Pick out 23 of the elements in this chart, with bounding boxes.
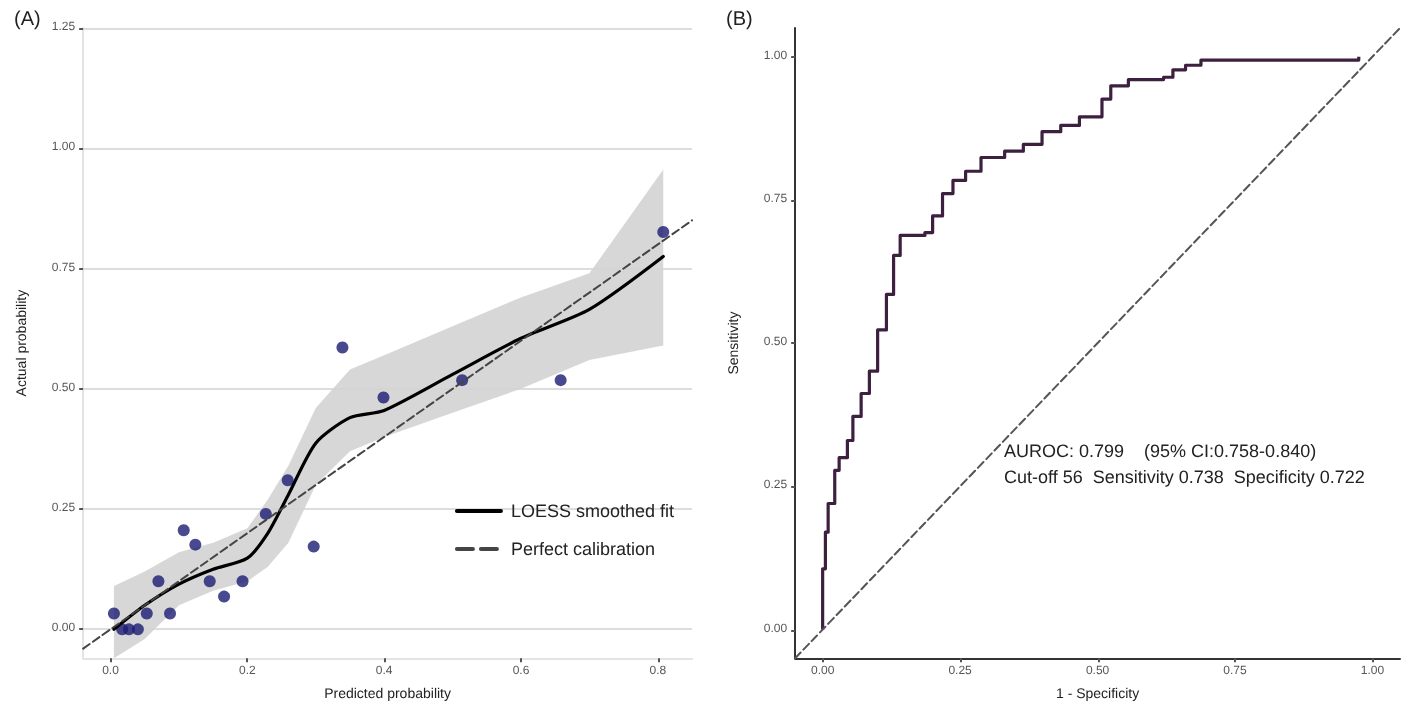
chart-title: (B) bbox=[726, 9, 753, 31]
point bbox=[236, 575, 249, 588]
point bbox=[307, 540, 320, 553]
chart-title: (A) bbox=[14, 9, 41, 31]
point bbox=[164, 607, 177, 620]
point bbox=[189, 538, 202, 551]
annotation: Cut-off 56 Sensitivity 0.738 Specificity 0.722 bbox=[1004, 467, 1365, 487]
point bbox=[377, 391, 390, 404]
legend-label: Perfect calibration bbox=[510, 539, 656, 559]
point bbox=[554, 374, 567, 387]
point bbox=[203, 575, 216, 588]
point bbox=[152, 575, 165, 588]
point bbox=[177, 524, 190, 537]
point bbox=[657, 225, 670, 238]
point bbox=[107, 607, 120, 620]
point bbox=[140, 607, 153, 620]
point bbox=[259, 507, 272, 520]
point bbox=[281, 474, 294, 487]
point bbox=[218, 590, 231, 603]
point bbox=[336, 341, 349, 354]
legend-label: LOESS smoothed fit bbox=[510, 501, 675, 521]
point bbox=[131, 623, 144, 636]
annotation: AUROC: 0.799 (95% CI:0.758-0.840) bbox=[1004, 441, 1317, 461]
